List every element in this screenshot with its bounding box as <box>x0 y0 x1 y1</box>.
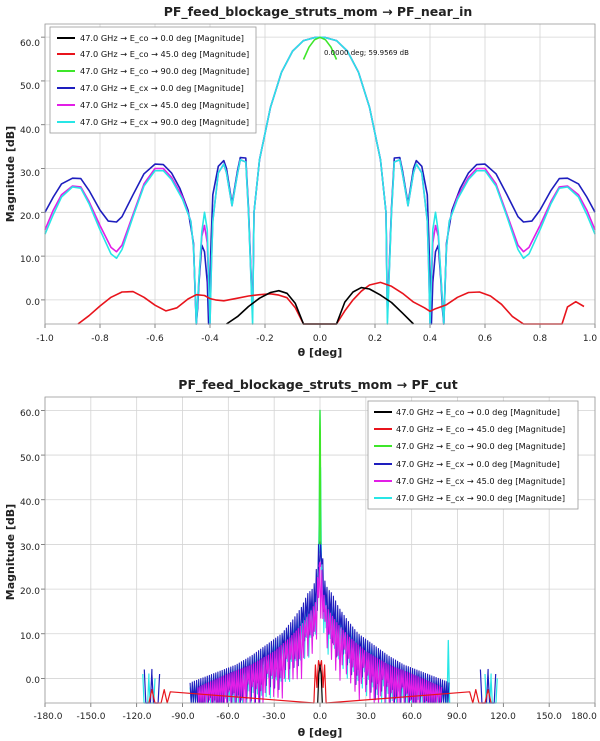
legend-entry: 47.0 GHz → E_co → 0.0 deg [Magnitude] <box>396 407 560 417</box>
x-tick-label: 0.8 <box>533 334 548 344</box>
y-tick-label: 30.0 <box>20 169 40 179</box>
chart-near-in: PF_feed_blockage_struts_mom → PF_near_in… <box>4 4 597 359</box>
legend-entry: 47.0 GHz → E_cx → 90.0 deg [Magnitude] <box>80 117 249 127</box>
x-axis-label: θ [deg] <box>298 726 343 739</box>
x-tick-label: -0.6 <box>146 334 164 344</box>
y-tick-label: 10.0 <box>20 632 40 642</box>
legend: 47.0 GHz → E_co → 0.0 deg [Magnitude] 47… <box>49 26 257 134</box>
legend-entry: 47.0 GHz → E_co → 90.0 deg [Magnitude] <box>80 66 249 76</box>
y-tick-labels: 0.0 10.0 20.0 30.0 40.0 50.0 60.0 <box>20 409 40 686</box>
x-tick-label: -60.0 <box>216 712 240 722</box>
legend: 47.0 GHz → E_co → 0.0 deg [Magnitude] 47… <box>367 400 579 510</box>
x-tick-label: 0.0 <box>313 712 328 722</box>
legend-box <box>367 400 579 510</box>
x-tick-label: -0.2 <box>256 334 274 344</box>
series-e-co_90-line <box>302 36 338 60</box>
series-group <box>142 409 498 704</box>
x-tick-label: 1.0 <box>583 334 598 344</box>
x-tick-label: 0.0 <box>313 334 328 344</box>
y-tick-label: 60.0 <box>20 39 40 49</box>
x-tick-label: 0.4 <box>423 334 438 344</box>
x-tick-label: 0.6 <box>478 334 493 344</box>
y-tick-label: 50.0 <box>20 454 40 464</box>
x-tick-label: 60.0 <box>402 712 422 722</box>
legend-entry: 47.0 GHz → E_cx → 0.0 deg [Magnitude] <box>396 459 560 469</box>
legend-entry: 47.0 GHz → E_co → 0.0 deg [Magnitude] <box>80 33 244 43</box>
x-tick-label: -90.0 <box>171 712 195 722</box>
x-tick-label: 150.0 <box>536 712 562 722</box>
series-e-cx_45-line-peak <box>318 561 322 567</box>
y-tick-labels: 0.0 10.0 20.0 30.0 40.0 50.0 60.0 <box>20 39 40 308</box>
series-group <box>44 36 596 325</box>
peak-annotation: 0.0000 deg; 59.9569 dB <box>324 49 409 57</box>
x-tick-label: -120.0 <box>122 712 151 722</box>
x-tick-label: 120.0 <box>490 712 516 722</box>
x-tick-label: -0.4 <box>201 334 219 344</box>
y-tick-label: 0.0 <box>26 676 41 686</box>
y-tick-label: 40.0 <box>20 126 40 136</box>
chart-cut: PF_feed_blockage_struts_mom → PF_cut 0.0… <box>4 377 597 739</box>
plot-frame <box>44 396 596 704</box>
x-tick-label: 0.2 <box>368 334 382 344</box>
series-e-co_90-line <box>318 409 322 545</box>
x-tick-label: 180.0 <box>571 712 597 722</box>
plot-frame <box>44 23 596 325</box>
y-tick-label: 0.0 <box>26 298 41 308</box>
series-e-co_0-line <box>317 664 323 704</box>
y-tick-label: 30.0 <box>20 543 40 553</box>
y-tick-label: 20.0 <box>20 212 40 222</box>
series-e-cx_90-line-spike <box>446 639 451 704</box>
x-tick-label: -150.0 <box>76 712 105 722</box>
x-tick-label: -1.0 <box>36 334 54 344</box>
x-tick-labels: -180.0 -150.0 -120.0 -90.0 -60.0 -30.0 0… <box>33 712 597 722</box>
legend-entry: 47.0 GHz → E_cx → 0.0 deg [Magnitude] <box>80 83 244 93</box>
legend-entry: 47.0 GHz → E_co → 90.0 deg [Magnitude] <box>396 441 565 451</box>
x-axis-label: θ [deg] <box>298 346 343 359</box>
y-axis-label: Magnitude [dB] <box>4 126 17 222</box>
y-axis-label: Magnitude [dB] <box>4 504 17 600</box>
x-tick-label: -180.0 <box>33 712 62 722</box>
legend-entry: 47.0 GHz → E_co → 45.0 deg [Magnitude] <box>80 49 249 59</box>
y-tick-label: 40.0 <box>20 498 40 508</box>
legend-box <box>49 26 257 134</box>
x-tick-label: -0.8 <box>91 334 109 344</box>
y-tick-label: 50.0 <box>20 82 40 92</box>
y-tick-label: 20.0 <box>20 587 40 597</box>
x-tick-label: 30.0 <box>356 712 376 722</box>
y-tick-label: 10.0 <box>20 255 40 265</box>
legend-entry: 47.0 GHz → E_cx → 90.0 deg [Magnitude] <box>396 493 565 503</box>
legend-entry: 47.0 GHz → E_co → 45.0 deg [Magnitude] <box>396 424 565 434</box>
chart-title: PF_feed_blockage_struts_mom → PF_cut <box>178 377 457 393</box>
y-tick-label: 60.0 <box>20 409 40 419</box>
chart-title: PF_feed_blockage_struts_mom → PF_near_in <box>164 4 473 20</box>
x-tick-labels: -1.0 -0.8 -0.6 -0.4 -0.2 0.0 0.2 0.4 0.6… <box>36 334 597 344</box>
legend-entry: 47.0 GHz → E_cx → 45.0 deg [Magnitude] <box>396 476 565 486</box>
x-tick-label: -30.0 <box>262 712 286 722</box>
legend-entry: 47.0 GHz → E_cx → 45.0 deg [Magnitude] <box>80 100 249 110</box>
x-tick-label: 90.0 <box>447 712 467 722</box>
